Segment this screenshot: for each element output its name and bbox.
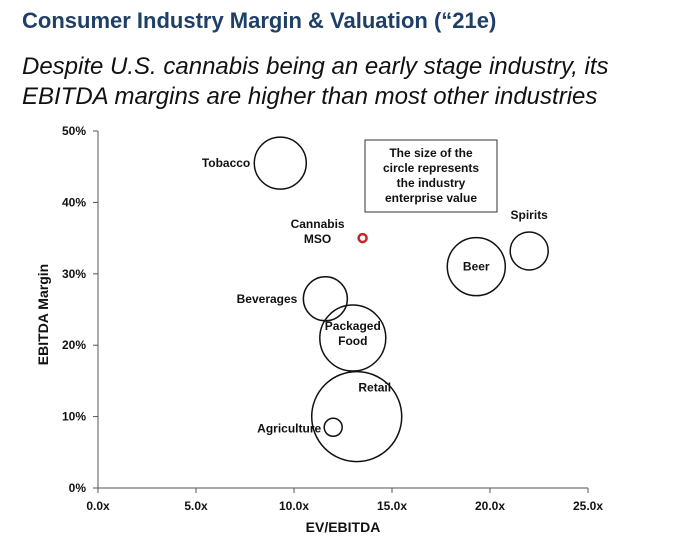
note-line: The size of the [389,146,473,160]
bubble-label-beer: Beer [463,260,490,274]
note-box [364,139,498,213]
bubble-beverages [302,276,349,322]
bubble-beer [446,236,507,297]
bubble-label-line: Cannabis [291,217,345,231]
bubble-tobacco [253,136,308,190]
bubble-retail [310,370,403,463]
note-line: enterprise value [385,191,477,205]
y-tick-label: 50% [62,124,86,138]
bubble-label-retail: Retail [358,381,391,395]
chart-bubbles [253,136,549,463]
chart-axes: 0.0x 5.0x 10.0x 15.0x 20.0x 25.0x 0% 10% 20% 30% 4… [35,124,603,535]
bubble-label-line: Food [338,334,367,348]
bubble-label-beverages: Beverages [237,292,298,306]
note-line: the industry [397,176,466,190]
bubble-agriculture [323,417,343,438]
bubble-label-line: Retail [358,381,391,395]
bubble-label-line: Spirits [511,208,549,222]
x-tick-label: 0.0x [86,499,110,513]
x-tick-label: 10.0x [279,499,309,513]
bubble-label-agriculture: Agriculture [257,421,321,435]
subtitle-line-2: EBITDA margins are higher than most othe… [22,83,598,110]
bubble-label-tobacco: Tobacco [202,156,250,170]
x-tick-label: 15.0x [377,499,407,513]
bubble-label-line: Beer [463,260,490,274]
chart-labels: Tobacco Cannabis MSO Spirits Beer Beverages Pa… [202,156,548,435]
x-tick-label: 25.0x [573,499,603,513]
subtitle-line-1: Despite U.S. cannabis being an early sta… [22,53,609,80]
y-tick-label: 10% [62,410,86,424]
y-tick-label: 20% [62,338,86,352]
bubble-label-packaged-food: Packaged Food [325,319,381,348]
bubble-label-cannabis-mso: Cannabis MSO [291,217,345,246]
bubble-label-line: Tobacco [202,156,250,170]
y-tick-label: 40% [62,195,86,209]
x-tick-label: 20.0x [475,499,505,513]
chart-subtitle: Despite U.S. cannabis being an early sta… [22,52,609,112]
y-tick-label: 0% [69,481,87,495]
y-axis-title: EBITDA Margin [35,264,51,365]
bubble-cannabis-mso [357,232,368,244]
note-line: circle represents [383,161,479,175]
bubble-label-line: Packaged [325,319,381,333]
bubble-label-line: Agriculture [257,421,321,435]
x-tick-label: 5.0x [184,499,208,513]
y-tick-label: 30% [62,267,86,281]
bubble-label-spirits: Spirits [511,208,549,222]
chart-title: Consumer Industry Margin & Valuation (“2… [22,8,497,33]
bubble-spirits [509,231,549,271]
x-axis-title: EV/EBITDA [306,519,381,535]
bubble-label-line: MSO [304,232,331,246]
bubble-label-line: Beverages [237,292,298,306]
